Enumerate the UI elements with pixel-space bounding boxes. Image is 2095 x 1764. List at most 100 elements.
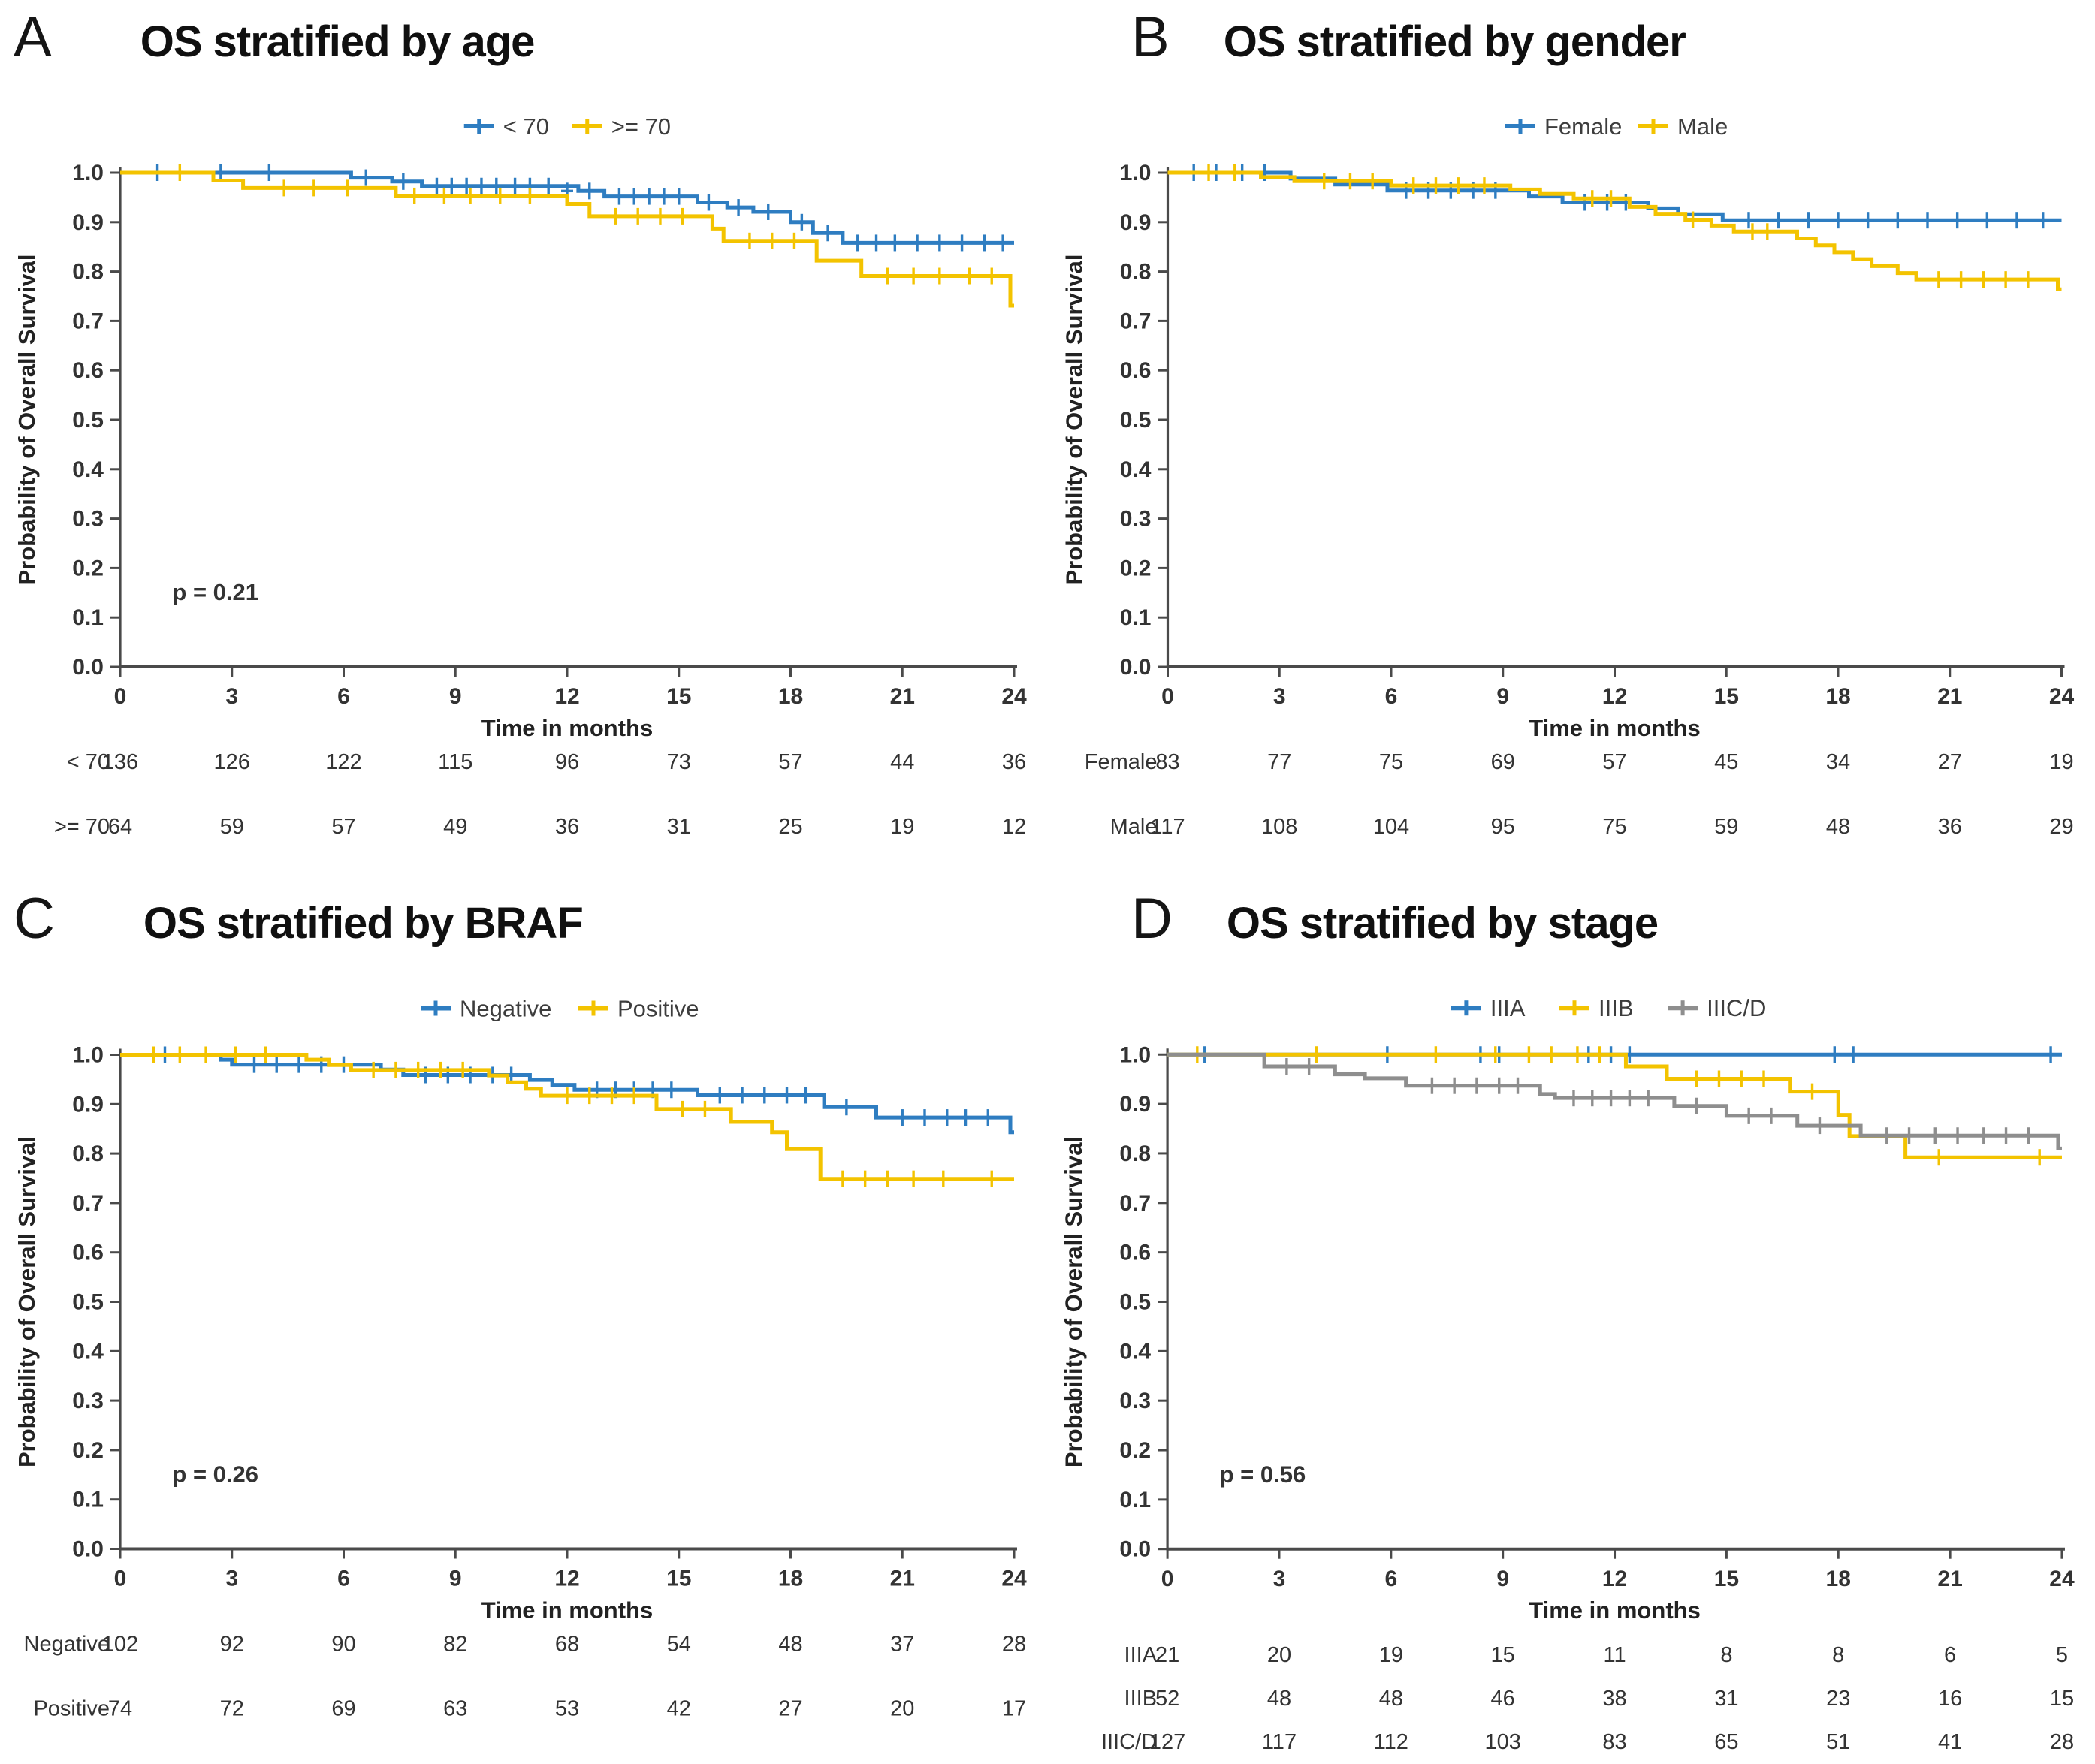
risk-count: 64 [108,815,132,839]
risk-count: 48 [1267,1687,1291,1711]
x-tick-label: 9 [1496,1566,1509,1591]
risk-count: 75 [1602,815,1626,839]
y-tick-label: 0.5 [1120,408,1152,433]
y-tick-label: 0.2 [72,1438,104,1463]
risk-count: 68 [555,1633,579,1657]
x-tick-label: 6 [337,684,350,709]
risk-count: 103 [1484,1730,1520,1754]
y-tick-label: 0.4 [1120,457,1152,482]
x-tick-label: 24 [2049,1566,2075,1591]
risk-count: 63 [443,1697,467,1721]
panel-c: C OS stratified by BRAF Negative Positive… [0,882,1047,1764]
y-axis-title: Probability of Overall Survival [1061,1136,1087,1467]
risk-count: 36 [555,815,579,839]
risk-count: 8 [1720,1643,1732,1667]
risk-row-label: IIIB [1124,1687,1158,1711]
survival-curve [1167,1052,2062,1150]
risk-count: 29 [2049,815,2073,839]
panel-a-header: A OS stratified by age [14,6,536,69]
y-tick-label: 0.6 [1119,1241,1151,1265]
y-tick-label: 0.8 [1120,260,1152,285]
y-tick-label: 1.0 [1119,1042,1151,1067]
x-tick-label: 12 [1602,1566,1627,1591]
panel-c-letter: C [14,887,55,951]
y-tick-label: 0.4 [72,1339,104,1364]
risk-count: 82 [443,1633,467,1657]
risk-count: 5 [2056,1643,2068,1667]
x-tick-label: 21 [890,1566,915,1591]
survival-curve [1167,1052,2062,1159]
x-tick-label: 18 [778,1566,803,1591]
panel-b-header: B OS stratified by gender [1131,6,1686,69]
x-tick-label: 0 [114,684,127,709]
y-tick-label: 0.8 [72,260,104,285]
axes: 0.0 0.1 0.2 0.3 0.4 0.5 0.6 0.7 0.8 0.9 1.0 0 3 6 9 12 1… [14,161,1027,741]
x-tick-label: 15 [1714,684,1739,709]
legend-item: Female [1505,113,1622,140]
y-tick-label: 0.6 [72,1241,104,1265]
y-tick-label: 0.7 [1119,1191,1151,1216]
y-axis-title: Probability of Overall Survival [14,254,40,585]
legend-label: IIIC/D [1707,995,1766,1021]
x-tick-label: 18 [778,684,803,709]
risk-count: 52 [1155,1687,1179,1711]
risk-row-label: IIIA [1124,1643,1158,1667]
risk-count: 102 [102,1633,138,1657]
x-tick-label: 21 [1937,1566,1962,1591]
x-tick-label: 6 [337,1566,350,1591]
series-positive [120,1046,1014,1187]
panel-a-title: OS stratified by age [140,17,536,66]
legend-label: Positive [617,996,699,1022]
risk-count: 75 [1379,750,1403,774]
panel-b: B OS stratified by gender Female Male 0.0 0… [1047,0,2095,882]
x-tick-label: 0 [1161,1566,1174,1591]
risk-count: 127 [1149,1730,1185,1754]
risk-count: 117 [1150,815,1185,839]
y-tick-label: 0.6 [1120,358,1152,383]
risk-count: 54 [667,1633,691,1657]
risk-count: 31 [1714,1687,1738,1711]
y-tick-label: 0.8 [1119,1141,1151,1166]
y-tick-label: 0.2 [1119,1438,1151,1463]
y-tick-label: 1.0 [72,1043,104,1068]
risk-count: 45 [1714,750,1738,774]
survival-curve [120,170,1014,308]
risk-count: 15 [1491,1643,1515,1667]
risk-count: 53 [555,1697,579,1721]
risk-count: 44 [890,750,914,774]
x-tick-label: 9 [449,1566,462,1591]
risk-count: 59 [1714,815,1738,839]
risk-count: 28 [2050,1730,2074,1754]
risk-count: 96 [555,750,579,774]
y-axis-title: Probability of Overall Survival [1061,254,1088,585]
x-tick-label: 3 [1273,1566,1286,1591]
risk-count: 69 [331,1697,355,1721]
risk-count: 72 [220,1697,244,1721]
x-tick-label: 0 [1161,684,1174,709]
x-axis-title: Time in months [1529,715,1701,741]
x-tick-label: 12 [554,1566,579,1591]
series-male [1167,164,2062,291]
legend: Negative Positive [421,996,699,1022]
x-tick-label: 21 [1937,684,1962,709]
panel-b-letter: B [1131,5,1170,69]
risk-count: 83 [1602,1730,1626,1754]
y-axis-title: Probability of Overall Survival [14,1136,40,1467]
legend: Female Male [1505,113,1728,140]
panel-c-title: OS stratified by BRAF [143,899,584,948]
risk-row-label: >= 70 [54,815,110,839]
risk-count: 37 [890,1633,914,1657]
risk-count: 51 [1826,1730,1850,1754]
survival-curve [1167,170,2062,291]
x-tick-label: 9 [1496,684,1509,709]
risk-row-label: Male [1110,815,1158,839]
risk-count: 6 [1944,1643,1956,1667]
y-tick-label: 0.0 [72,1537,104,1562]
series-negative [120,1046,1014,1135]
